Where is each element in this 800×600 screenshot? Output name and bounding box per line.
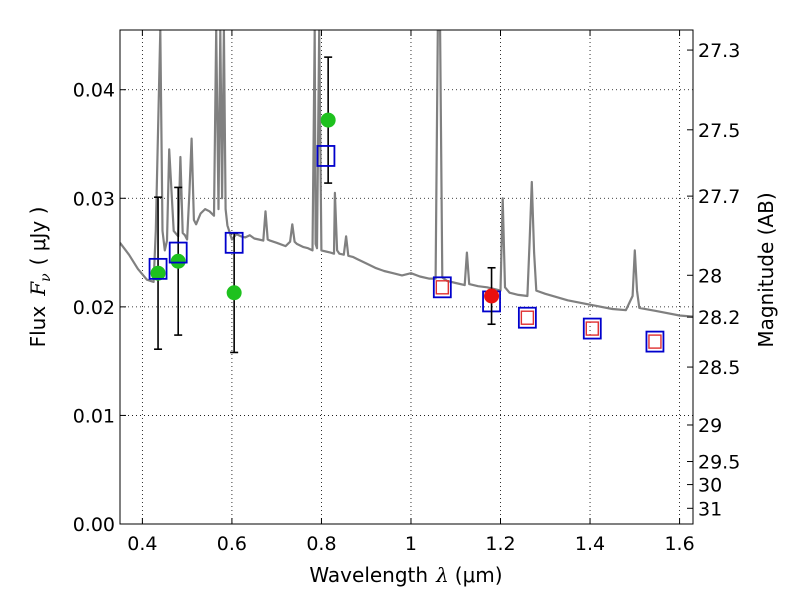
predicted-photometry-point (224, 231, 244, 254)
x-axis-label: Wavelength λ (μm) (309, 563, 502, 587)
magnitude-tick-label: 27.3 (698, 40, 740, 62)
plot-frame (119, 29, 694, 525)
observed-photometry-point (170, 253, 186, 269)
magnitude-axis-label: Magnitude (AB) (754, 192, 778, 347)
detection-point (484, 288, 500, 304)
plot-area (120, 30, 693, 354)
magnitude-tick-label: 30 (698, 475, 722, 497)
upper-limit-markers-point (648, 334, 662, 349)
y-axis-ticks: 0.00 0.01 0.02 0.03 0.04 (73, 80, 126, 536)
x-tick-label: 0.8 (306, 533, 336, 555)
magnitude-tick-label: 31 (698, 498, 722, 520)
y-tick-label: 0.00 (73, 514, 115, 536)
observed-photometry-point (226, 285, 242, 301)
x-axis-ticks: 0.4 0.6 0.8 1 1.2 1.4 1.6 (127, 30, 695, 555)
y-tick-label: 0.02 (73, 297, 115, 319)
spectrum-layer (120, 30, 693, 318)
magnitude-tick-label: 28.2 (698, 307, 740, 329)
x-tick-label: 1.6 (664, 533, 694, 555)
magnitude-tick-label: 27.5 (698, 120, 740, 142)
magnitude-tick-label: 28.5 (698, 357, 740, 379)
magnitude-tick-label: 29.5 (698, 452, 740, 474)
y-tick-label: 0.01 (73, 405, 115, 427)
x-tick-label: 1.4 (575, 533, 605, 555)
magnitude-tick-label: 27.7 (698, 186, 740, 208)
predicted-photometry-point (582, 317, 602, 340)
y-tick-label: 0.03 (73, 188, 115, 210)
predicted-photometry-point (517, 306, 537, 329)
marker-layer (148, 56, 665, 354)
x-tick-label: 1 (405, 533, 417, 555)
x-tick-label: 0.4 (127, 533, 157, 555)
grid-lines (120, 30, 693, 524)
y-axis-label: FluxFν( μJy ) (26, 207, 54, 348)
predicted-photometry-point (148, 257, 168, 280)
upper-limit-markers-point (585, 321, 599, 336)
predicted-photometry-point (432, 276, 452, 299)
observed-photometry-point (320, 112, 336, 128)
magnitude-tick-label: 28 (698, 265, 722, 287)
spectrum-line (120, 30, 693, 318)
upper-limit-markers-point (520, 310, 535, 325)
predicted-photometry-point (168, 241, 188, 264)
magnitude-tick-label: 29 (698, 415, 722, 437)
predicted-photometry-point (645, 330, 665, 353)
y-tick-label: 0.04 (73, 80, 115, 102)
upper-limit-markers-point (435, 280, 450, 295)
observed-photometry-point (150, 265, 166, 281)
x-tick-label: 1.2 (485, 533, 515, 555)
predicted-photometry-point (316, 145, 336, 167)
x-tick-label: 0.6 (217, 533, 247, 555)
